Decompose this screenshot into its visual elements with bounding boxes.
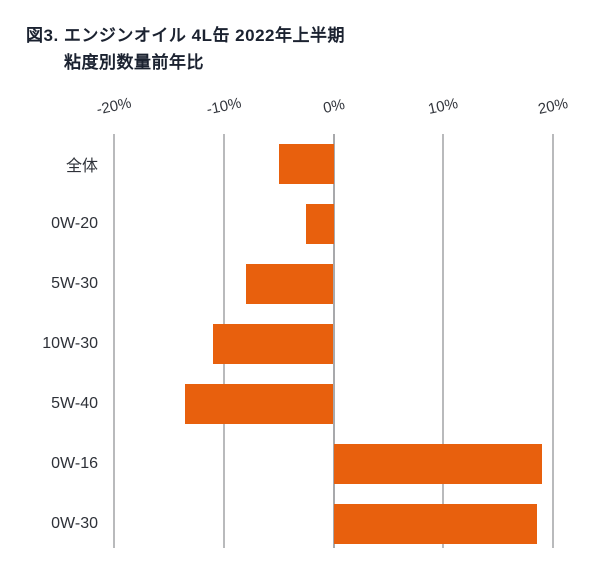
category-label-5W-40: 5W-40 <box>51 395 98 412</box>
bar-row-0W-20 <box>114 194 553 254</box>
y-axis-category-labels: 全体 0W-20 5W-30 10W-30 5W-40 0W-16 0W-30 <box>26 134 114 554</box>
category-label-5W-30: 5W-30 <box>51 275 98 292</box>
gridline <box>113 134 115 548</box>
x-axis-tick-label: 0% <box>321 95 346 118</box>
category-label-0W-20: 0W-20 <box>51 215 98 232</box>
chart-title: 図3. エンジンオイル 4L缶 2022年上半期 粘度別数量前年比 <box>26 22 553 76</box>
bar-row-0W-30 <box>114 494 553 554</box>
plot-area <box>113 134 554 554</box>
bar-5W-30 <box>245 264 334 304</box>
bar-10W-30 <box>212 324 334 364</box>
bar-0W-16 <box>333 444 543 484</box>
category-label-0W-30: 0W-30 <box>51 515 98 532</box>
bar-全体 <box>278 144 334 184</box>
bar-chart: -20% -10% 0% 10% 20% 全体 0W-20 5W-30 10W-30 5W-40… <box>26 86 569 554</box>
chart-title-line1: 図3. エンジンオイル 4L缶 2022年上半期 <box>26 26 346 45</box>
bar-row-10W-30 <box>114 314 553 374</box>
category-label-0W-16: 0W-16 <box>51 455 98 472</box>
gridline <box>442 134 445 548</box>
x-axis-tick-label: 20% <box>536 95 570 118</box>
bar-row-全体 <box>114 134 553 194</box>
bar-row-5W-40 <box>114 374 553 434</box>
x-axis-tick-label: -10% <box>204 94 243 119</box>
bar-row-5W-30 <box>114 254 553 314</box>
bar-row-0W-16 <box>114 434 553 494</box>
gridline <box>552 134 554 548</box>
bar-0W-30 <box>333 504 537 544</box>
bar-0W-20 <box>306 204 334 244</box>
bar-5W-40 <box>185 384 334 424</box>
x-axis-tick-label: 10% <box>426 95 460 118</box>
category-label-全体: 全体 <box>65 158 98 175</box>
chart-title-line2: 粘度別数量前年比 <box>64 53 204 72</box>
category-label-10W-30: 10W-30 <box>42 335 98 352</box>
zero-gridline <box>332 134 335 548</box>
x-axis: -20% -10% 0% 10% 20% <box>95 86 569 134</box>
